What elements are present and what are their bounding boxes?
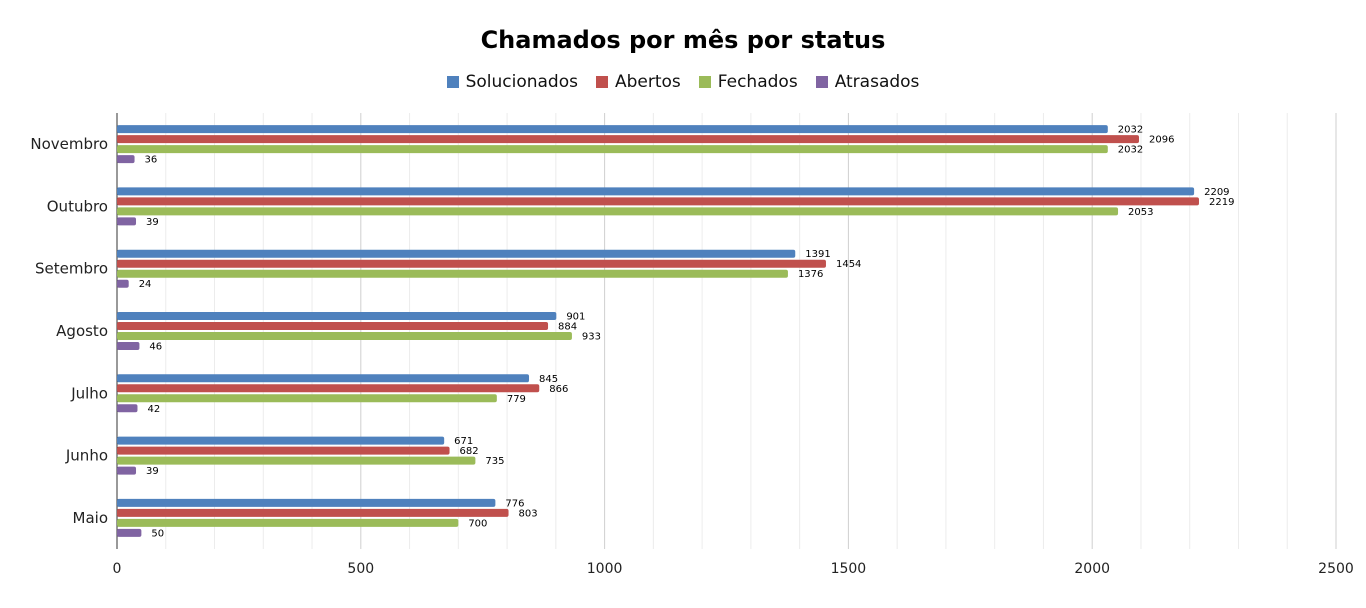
bar	[117, 259, 826, 268]
legend-swatch-abertos	[595, 76, 608, 88]
data-label: 2053	[1128, 207, 1153, 218]
data-label: 24	[139, 279, 152, 290]
legend-item-abertos[interactable]: Abertos	[595, 72, 681, 92]
data-label: 39	[146, 217, 159, 228]
bar	[117, 446, 450, 455]
bar	[117, 322, 549, 330]
legend-item-solucionados[interactable]: Solucionados	[446, 72, 578, 92]
data-label: 803	[519, 508, 538, 519]
x-tick-label: 500	[347, 561, 374, 577]
data-label: 671	[454, 436, 473, 447]
bar	[117, 342, 140, 350]
bar	[117, 312, 557, 320]
legend-item-atrasados[interactable]: Atrasados	[815, 72, 920, 92]
bar	[117, 269, 788, 278]
data-label: 1391	[805, 249, 830, 260]
data-label: 36	[145, 155, 158, 166]
bar	[117, 125, 1108, 134]
bar	[117, 187, 1195, 196]
data-label: 700	[468, 518, 487, 529]
bar	[117, 207, 1119, 216]
data-label: 2096	[1149, 135, 1174, 146]
legend-swatch-solucionados	[446, 76, 459, 88]
category-label: Setembro	[35, 260, 108, 278]
category-label: Junho	[65, 447, 108, 465]
category-label: Outubro	[47, 197, 108, 215]
legend: Solucionados Abertos Fechados Atrasados	[0, 72, 1366, 92]
bar	[117, 279, 129, 288]
x-tick-label: 0	[113, 561, 122, 577]
bar	[117, 436, 445, 445]
data-label: 901	[566, 312, 585, 323]
x-tick-label: 1000	[587, 561, 623, 577]
data-label: 735	[485, 456, 504, 467]
legend-label-atrasados: Atrasados	[834, 72, 920, 92]
category-label: Agosto	[56, 322, 108, 340]
legend-item-fechados[interactable]: Fechados	[698, 72, 798, 92]
legend-label-abertos: Abertos	[614, 72, 681, 92]
legend-swatch-atrasados	[815, 76, 828, 88]
bar	[117, 374, 530, 383]
category-label: Maio	[73, 509, 108, 527]
data-label: 2032	[1118, 145, 1143, 156]
data-label: 779	[507, 394, 526, 405]
bar	[117, 518, 459, 527]
category-label: Novembro	[30, 135, 108, 153]
data-label: 39	[146, 466, 159, 477]
x-tick-label: 2000	[1074, 561, 1110, 577]
data-label: 682	[460, 446, 479, 457]
bar	[117, 456, 476, 465]
bar	[117, 394, 497, 403]
data-label: 2209	[1204, 187, 1229, 198]
data-label: 866	[549, 384, 568, 395]
data-label: 1376	[798, 269, 823, 280]
data-label: 46	[149, 342, 162, 353]
legend-label-solucionados: Solucionados	[465, 72, 578, 92]
x-tick-label: 2500	[1318, 561, 1354, 577]
bar	[117, 508, 509, 517]
data-label: 933	[582, 332, 601, 343]
bar	[117, 384, 540, 393]
bar	[117, 466, 137, 475]
bar	[117, 145, 1108, 154]
bar	[117, 155, 135, 164]
bar	[117, 197, 1199, 206]
chart-title: Chamados por mês por status	[480, 26, 886, 54]
data-label: 50	[151, 528, 164, 539]
bar	[117, 135, 1140, 144]
category-label: Julho	[70, 384, 108, 402]
data-label: 42	[147, 404, 160, 415]
bar	[117, 498, 496, 507]
bar	[117, 528, 142, 537]
bar	[117, 404, 138, 413]
legend-label-fechados: Fechados	[717, 72, 798, 92]
data-label: 2032	[1118, 125, 1143, 136]
x-tick-label: 1500	[831, 561, 867, 577]
bar	[117, 332, 572, 340]
bar	[117, 217, 137, 226]
data-label: 1454	[836, 259, 861, 270]
data-label: 776	[505, 498, 524, 509]
bar	[117, 249, 796, 258]
data-label: 2219	[1209, 197, 1234, 208]
legend-swatch-fechados	[698, 76, 711, 88]
data-label: 845	[539, 374, 558, 385]
data-label: 884	[558, 322, 577, 333]
